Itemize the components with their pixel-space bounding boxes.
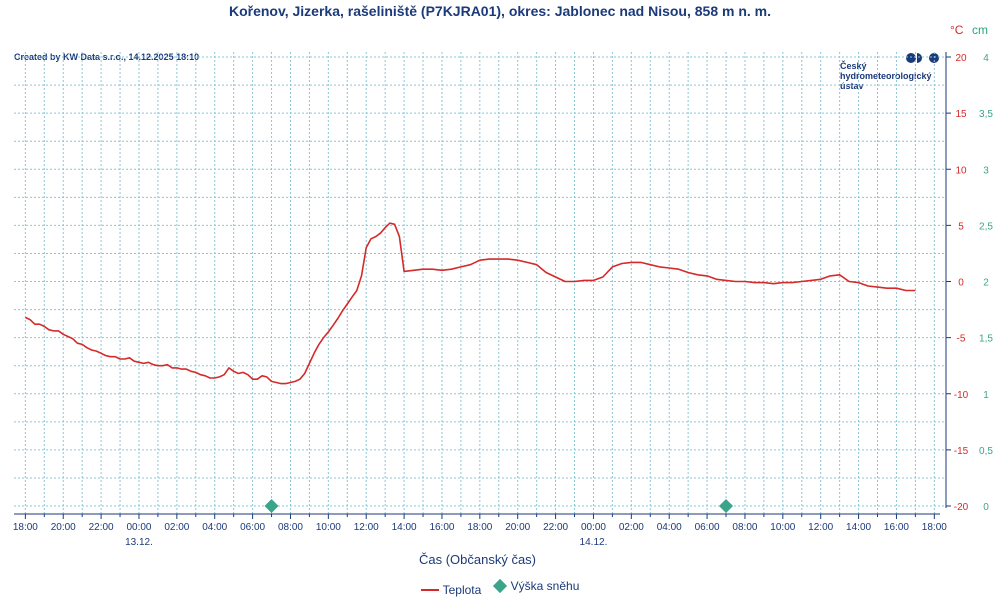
x-tick-label: 18:00 [467,522,492,533]
x-tick-label: 10:00 [770,522,795,533]
x-tick-label: 16:00 [884,522,909,533]
x-tick-labels: 18:00 20:00 22:00 00:00 02:00 04:00 06:00 08:00… [13,522,947,548]
chmi-logo-text: Český hydrometeorologický ústav [840,61,932,91]
x-tick-label: 06:00 [240,522,265,533]
temperature-line-swatch [420,589,439,591]
chart-title: Kořenov, Jizerka, rašeliniště (P7KJRA01)… [228,3,772,19]
x-tick-label: 20:00 [51,522,76,533]
legend: Teplota Výška sněhu [0,578,1000,597]
x-tick-label: 16:00 [429,522,454,533]
grid [14,52,946,514]
logo-line-3: ústav [840,81,864,91]
snow-diamond-swatch [492,578,507,594]
x-tick-label: 18:00 [922,522,947,533]
x-tick-label: 12:00 [354,522,379,533]
temperature-unit-label: °C [950,23,964,37]
temperature-line [25,222,916,385]
y-right-tick-label: 0 [983,502,989,513]
x-date-label: 13.12. [125,537,153,548]
snow-unit-label: cm [972,23,988,37]
logo-line-1: Český [840,61,867,71]
y-left-tick-label: -15 [954,446,969,457]
x-tick-label: 04:00 [657,522,682,533]
x-tick-label: 22:00 [543,522,568,533]
x-tick-label: 02:00 [164,522,189,533]
y-right-tick-label: 3 [983,165,989,176]
x-date-label: 14.12. [580,537,608,548]
x-tick-label: 14:00 [392,522,417,533]
series [25,222,916,513]
x-tick-label: 14:00 [846,522,871,533]
x-tick-label: 12:00 [808,522,833,533]
snow-depth-marker [719,499,734,513]
x-axis-title: Čas (Občanský čas) [418,552,537,567]
y-left-tick-label: 15 [955,109,967,120]
x-tick-label: 18:00 [13,522,38,533]
x-tick-label: 02:00 [619,522,644,533]
axes [14,52,951,519]
legend-item-temperature[interactable]: Teplota [420,583,482,597]
y-left-tick-label: 5 [958,221,964,232]
x-tick-label: 04:00 [202,522,227,533]
legend-label-snow: Výška sněhu [510,579,580,593]
x-tick-label: 08:00 [278,522,303,533]
snow-depth-marker [264,499,279,513]
x-tick-label: 00:00 [126,522,151,533]
y-right-tick-label: 2 [983,278,989,289]
legend-label-temperature: Teplota [442,583,482,597]
y-right-tick-label: 2,5 [979,221,993,232]
x-tick-label: 06:00 [695,522,720,533]
x-tick-label: 10:00 [316,522,341,533]
y-left-tick-label: 0 [958,278,964,289]
y-left-tick-label: 20 [955,53,967,64]
y-right-tick-label: 1 [983,390,989,401]
x-tick-label: 00:00 [581,522,606,533]
y-tick-labels: 20 4 15 3,5 10 3 5 2,5 0 2 -5 1,5 -10 1 -15 0,5 -20 0 [954,53,994,513]
y-right-tick-label: 0,5 [979,446,993,457]
y-right-tick-label: 1,5 [979,334,993,345]
y-left-tick-label: 10 [955,165,967,176]
x-tick-label: 08:00 [732,522,757,533]
logo-line-2: hydrometeorologický [840,71,932,81]
y-left-tick-label: -20 [954,502,969,513]
y-right-tick-label: 4 [983,53,989,64]
y-left-tick-label: -10 [954,390,969,401]
y-left-tick-label: -5 [957,334,966,345]
legend-item-snow[interactable]: Výška sněhu [491,578,580,594]
y-right-tick-label: 3,5 [979,109,993,120]
x-tick-label: 20:00 [505,522,530,533]
x-tick-label: 22:00 [89,522,114,533]
